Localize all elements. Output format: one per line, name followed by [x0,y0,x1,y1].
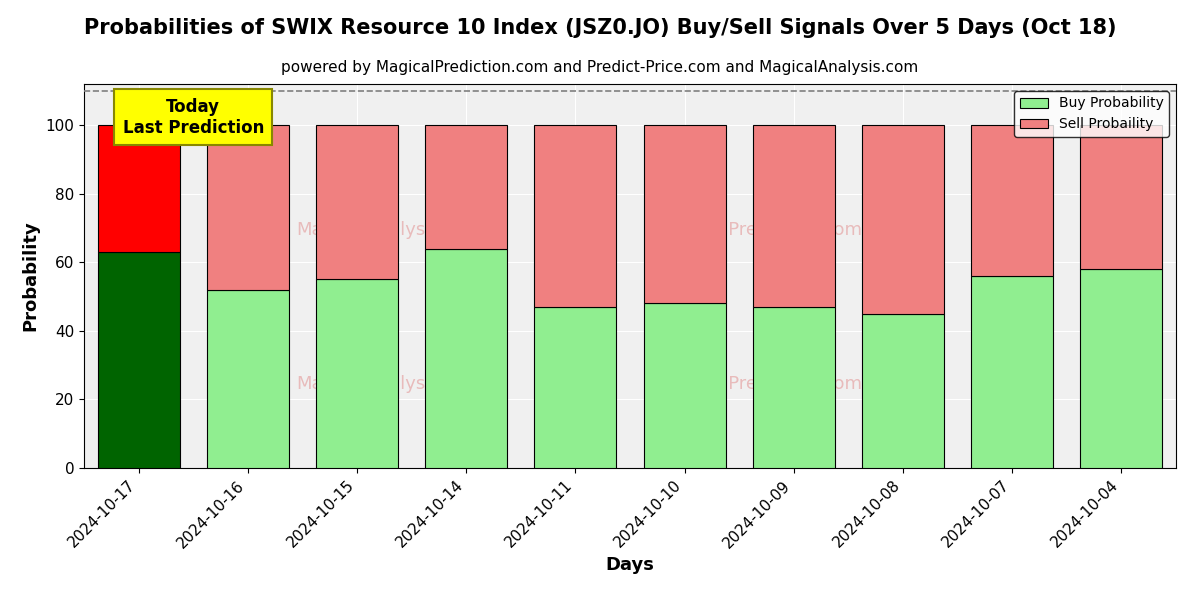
Bar [862,314,944,468]
Bar [971,125,1054,276]
Bar [425,125,508,248]
Text: MagicalAnalysis.com: MagicalAnalysis.com [296,221,484,239]
Bar [971,276,1054,468]
Text: MagicalAnalysis.com: MagicalAnalysis.com [296,374,484,392]
Bar [425,248,508,468]
Bar [206,125,289,290]
Bar [206,290,289,468]
Text: MagicalPrediction.com: MagicalPrediction.com [660,221,863,239]
Bar [316,125,398,280]
X-axis label: Days: Days [606,556,654,574]
Bar [534,307,617,468]
Bar [1080,269,1163,468]
Bar [862,125,944,314]
Bar [97,125,180,252]
Bar [752,307,835,468]
Bar [316,280,398,468]
Bar [643,125,726,304]
Text: powered by MagicalPrediction.com and Predict-Price.com and MagicalAnalysis.com: powered by MagicalPrediction.com and Pre… [281,60,919,75]
Y-axis label: Probability: Probability [22,221,40,331]
Bar [643,304,726,468]
Bar [752,125,835,307]
Bar [534,125,617,307]
Text: Today
Last Prediction: Today Last Prediction [122,98,264,137]
Text: MagicalPrediction.com: MagicalPrediction.com [660,374,863,392]
Bar [1080,125,1163,269]
Legend: Buy Probability, Sell Probaility: Buy Probability, Sell Probaility [1014,91,1169,137]
Bar [97,252,180,468]
Text: Probabilities of SWIX Resource 10 Index (JSZ0.JO) Buy/Sell Signals Over 5 Days (: Probabilities of SWIX Resource 10 Index … [84,18,1116,38]
